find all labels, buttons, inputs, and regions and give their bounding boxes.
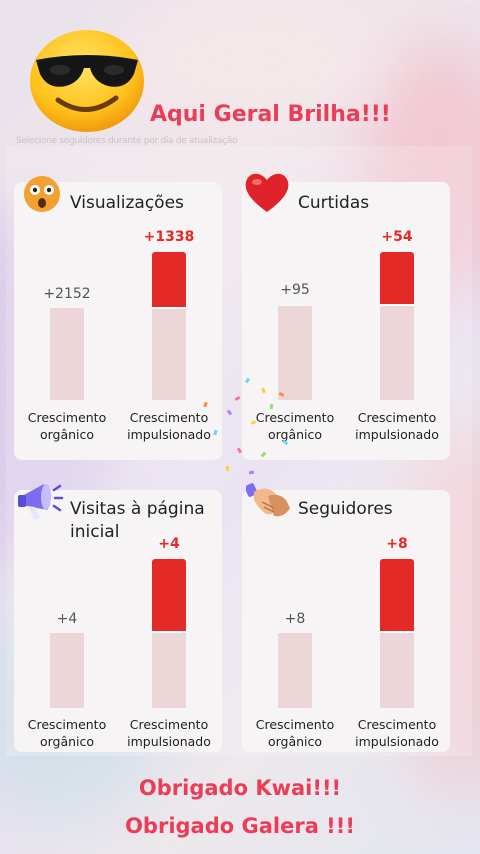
footer-line-2: Obrigado Galera !!! <box>125 814 355 838</box>
card-visualizacoes: Visualizações +2152 +1338 Crescimento or… <box>14 176 222 460</box>
boost-label-line2: impulsionado <box>127 734 211 749</box>
card-title-line1: Visitas à página <box>70 499 205 519</box>
card-title: Seguidores <box>298 499 393 519</box>
megaphone-icon <box>18 484 64 520</box>
boost-label-line2: impulsionado <box>355 427 439 442</box>
boosted-value: +54 <box>381 229 413 245</box>
boost-label-line1: Crescimento <box>357 410 437 425</box>
footer-line-1: Obrigado Kwai!!! <box>138 776 342 800</box>
organic-label-line2: orgânico <box>39 427 95 442</box>
organic-value: +95 <box>280 282 310 298</box>
organic-label-line2: orgânico <box>267 427 323 442</box>
boosted-bar <box>152 559 186 708</box>
organic-label-line1: Crescimento <box>27 717 107 732</box>
organic-bar <box>278 306 312 400</box>
organic-label-line1: Crescimento <box>255 410 335 425</box>
boosted-bar <box>152 252 186 400</box>
card-visitas: Visitas à página inicial +4 +4 Crescimen… <box>14 484 222 752</box>
organic-label-line2: orgânico <box>39 734 95 749</box>
organic-label-line2: orgânico <box>267 734 323 749</box>
boost-label-line1: Crescimento <box>129 410 209 425</box>
boost-label-line2: impulsionado <box>127 427 211 442</box>
organic-value: +2152 <box>43 286 91 302</box>
sunglasses-emoji-icon <box>30 30 144 132</box>
organic-value: +4 <box>56 611 78 627</box>
handshake-icon <box>246 483 290 517</box>
organic-value: +8 <box>284 611 306 627</box>
boosted-value: +1338 <box>143 229 195 245</box>
surprised-face-icon <box>24 176 60 212</box>
card-seguidores: Seguidores +8 +8 Crescimento orgânico Cr… <box>242 483 450 752</box>
boosted-bar <box>380 252 414 400</box>
organic-bar <box>50 633 84 708</box>
boost-label-line1: Crescimento <box>357 717 437 732</box>
boosted-value: +4 <box>158 536 180 552</box>
boost-label-line2: impulsionado <box>355 734 439 749</box>
card-title: Curtidas <box>298 193 370 213</box>
organic-label-line1: Crescimento <box>27 410 107 425</box>
organic-label-line1: Crescimento <box>255 717 335 732</box>
card-title: Visualizações <box>70 193 184 213</box>
boosted-value: +8 <box>386 536 408 552</box>
faint-subtitle: Selecione seguidores durante por dia de … <box>16 136 238 146</box>
card-title-line2: inicial <box>70 522 120 542</box>
organic-bar <box>278 633 312 708</box>
heart-icon <box>245 173 289 212</box>
card-curtidas: Curtidas +95 +54 Crescimento orgânico Cr… <box>242 173 450 460</box>
boosted-bar <box>380 559 414 708</box>
boost-label-line1: Crescimento <box>129 717 209 732</box>
organic-bar <box>50 308 84 400</box>
page-title: Aqui Geral Brilha!!! <box>150 102 391 127</box>
